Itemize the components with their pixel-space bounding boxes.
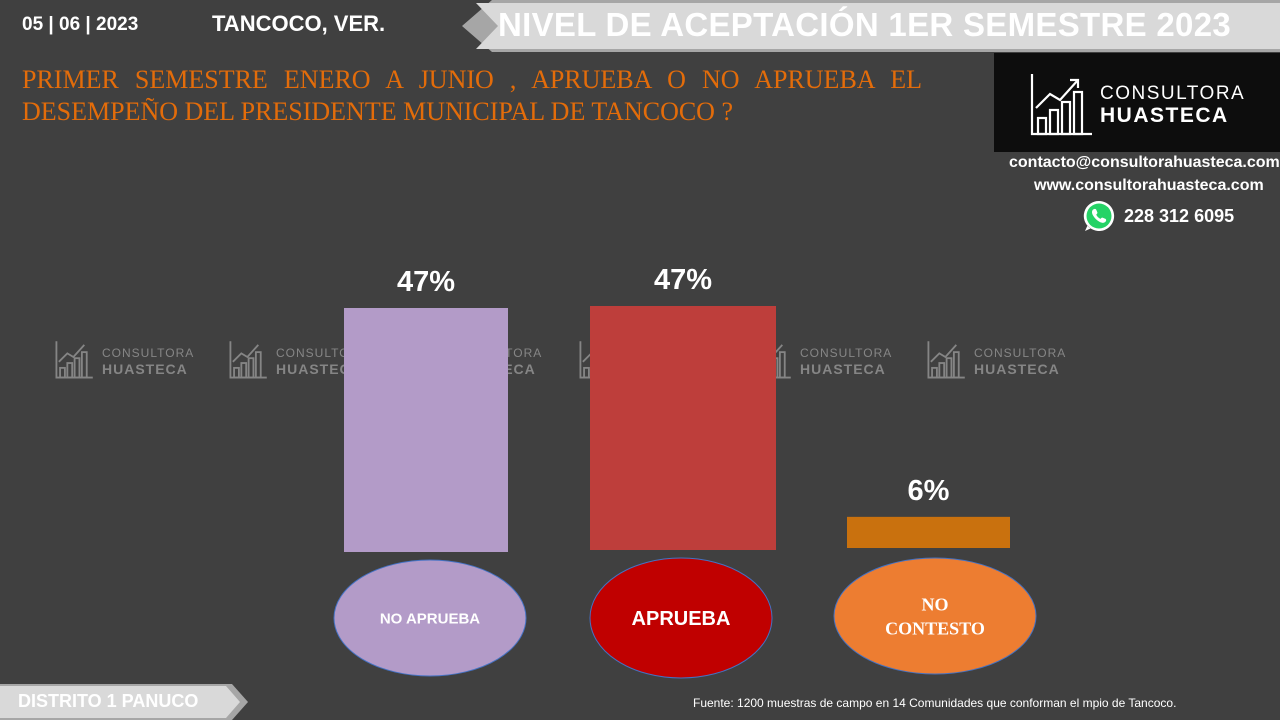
bar-no-aprueba [344,308,508,552]
logo-line-1: CONSULTORA [1100,83,1246,104]
bar-no-contesto [847,516,1010,548]
data-label: 47% [397,266,455,298]
category-badge [589,557,773,679]
data-label: 6% [908,475,950,507]
growth-chart-icon [55,341,93,379]
contact-phone[interactable]: 228 312 6095 [1124,206,1235,226]
category-label: APRUEBA [632,608,731,630]
category-label: NO [922,594,949,614]
growth-chart-icon [229,341,267,379]
watermark-line-2: HUASTECA [102,361,188,377]
survey-question: PRIMER SEMESTRE ENERO A JUNIO , APRUEBA … [22,65,922,126]
title-banner-inner [476,3,1280,49]
district-label: DISTRITO 1 PANUCO [18,691,199,711]
page-title: NIVEL DE ACEPTACIÓN 1ER SEMESTRE 2023 [498,6,1232,43]
location-label: TANCOCO, VER. [212,11,386,36]
category-badge [833,557,1037,675]
growth-chart-icon [1030,74,1092,136]
watermark-line-1: CONSULTORA [102,346,195,360]
district-tag-inner [0,686,240,718]
date-label: 05 | 06 | 2023 [22,14,139,35]
watermark-line-2: HUASTECA [800,361,886,377]
watermark-line-2: HUASTECA [276,361,362,377]
logo-line-2: HUASTECA [1100,104,1229,127]
contact-email[interactable]: contacto@consultorahuasteca.com [1009,154,1280,171]
bar-aprueba [590,306,776,550]
category-label: CONTESTO [885,618,985,638]
category-label: NO APRUEBA [380,610,480,627]
whatsapp-icon [1083,200,1115,231]
data-label: 47% [654,264,712,296]
watermark-line-1: CONSULTORA [974,346,1067,360]
growth-chart-icon [927,341,965,379]
contact-website[interactable]: www.consultorahuasteca.com [1034,177,1264,194]
watermark-line-1: CONSULTORA [800,346,893,360]
category-badge [333,559,527,677]
watermark-line-2: HUASTECA [974,361,1060,377]
source-note: Fuente: 1200 muestras de campo en 14 Com… [693,696,1177,710]
